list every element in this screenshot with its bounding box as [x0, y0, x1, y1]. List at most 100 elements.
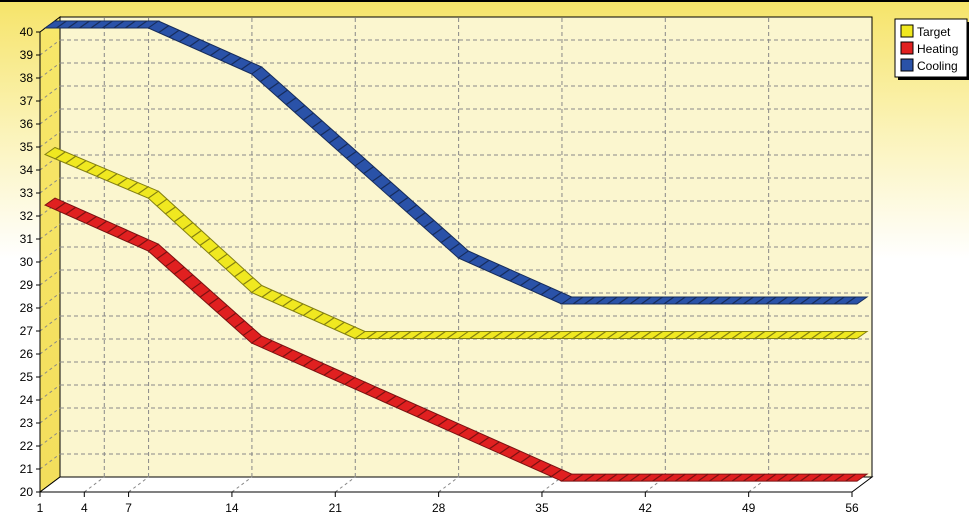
series-hatch [822, 296, 834, 305]
series-hatch [449, 242, 461, 251]
series-hatch [125, 20, 136, 29]
series-hatch [292, 354, 304, 362]
series-hatch [173, 266, 185, 275]
series-hatch [435, 331, 446, 339]
y-tick-label: 35 [20, 140, 34, 154]
series-hatch [344, 326, 356, 335]
series-hatch [294, 104, 306, 113]
series-hatch [489, 264, 500, 273]
series-hatch [96, 220, 108, 229]
series-hatch [323, 317, 335, 326]
series-hatch [375, 390, 387, 399]
series-hatch [765, 331, 777, 339]
series-hatch [220, 52, 232, 61]
legend: Target Heating Cooling [894, 18, 969, 80]
series-hatch [323, 367, 335, 376]
series-hatch [311, 120, 323, 129]
series-hatch [652, 296, 663, 305]
series-hatch [380, 181, 392, 190]
series-hatch [277, 89, 288, 98]
x-tick-label: 7 [125, 501, 132, 515]
series-hatch [412, 331, 423, 339]
series-hatch [845, 296, 856, 305]
series-hatch [686, 331, 697, 339]
series-hatch [199, 289, 211, 298]
series-hatch [406, 404, 418, 413]
series-hatch [156, 198, 168, 207]
series-hatch [478, 259, 490, 268]
series-hatch [822, 331, 834, 339]
series-hatch [208, 245, 219, 254]
y-tick-label: 38 [20, 71, 34, 85]
grid-line-wall [39, 62, 61, 79]
grid-line-wall [39, 269, 61, 286]
series-hatch [540, 464, 552, 473]
legend-label: Cooling [917, 59, 958, 73]
series-hatch [199, 237, 211, 246]
x-tick-label: 28 [432, 501, 446, 515]
x-tick-label: 4 [81, 501, 88, 515]
series-hatch [509, 273, 521, 282]
y-tick-label: 27 [20, 324, 34, 338]
series-hatch [551, 291, 562, 300]
series-hatch [697, 473, 709, 482]
series-hatch [618, 473, 629, 482]
series-hatch [427, 413, 438, 422]
series-hatch [629, 331, 641, 339]
series-hatch [663, 331, 675, 339]
series-hatch [489, 441, 500, 450]
grid-line-wall [39, 246, 61, 263]
series-hatch [346, 150, 357, 159]
series-hatch [640, 331, 652, 339]
series-hatch [85, 164, 97, 173]
series-hatch [261, 289, 273, 298]
series-hatch [709, 331, 720, 339]
series-hatch [652, 473, 663, 482]
legend-label: Target [917, 25, 951, 39]
y-tick-label: 31 [20, 232, 34, 246]
series-hatch [191, 230, 202, 238]
axes: 20 21 22 23 24 25 26 27 28 29 30 31 32 33 34 35 36 37 38 39… [20, 25, 859, 515]
series-hatch [584, 331, 595, 339]
series-hatch [313, 363, 325, 372]
series-layer [43, 20, 869, 482]
series-hatch [709, 296, 720, 305]
series-hatch [377, 331, 389, 339]
series-hatch [136, 20, 148, 29]
series-hatch [709, 473, 720, 482]
series-hatch [469, 331, 481, 339]
series-hatch [515, 331, 527, 339]
series-hatch [225, 261, 237, 270]
series-hatch [640, 473, 652, 482]
series-hatch [743, 331, 754, 339]
series-hatch [595, 331, 607, 339]
series-hatch [629, 296, 641, 305]
y-tick-label: 33 [20, 186, 34, 200]
x-tick-label: 56 [845, 501, 859, 515]
series-hatch [216, 253, 228, 262]
series-hatch [230, 57, 242, 66]
series-hatch [127, 181, 139, 190]
series-hatch [165, 258, 176, 267]
series-hatch [652, 331, 663, 339]
grid-line-floor [334, 476, 356, 493]
series-hatch [765, 296, 777, 305]
series-hatch [606, 473, 618, 482]
series-hatch [191, 281, 202, 290]
series-hatch [371, 173, 383, 182]
series-hatch [478, 436, 490, 445]
series-hatch [481, 331, 492, 339]
series-hatch [56, 20, 67, 29]
series-hatch [674, 473, 686, 482]
series-hatch [606, 331, 618, 339]
series-hatch [446, 331, 458, 339]
series-hatch [365, 386, 376, 395]
y-tick-label: 21 [20, 462, 34, 476]
series-hatch [754, 473, 766, 482]
series-hatch [156, 251, 168, 260]
series-hatch [492, 331, 504, 339]
series-hatch [833, 296, 845, 305]
series-hatch [530, 459, 542, 468]
series-hatch [799, 331, 811, 339]
